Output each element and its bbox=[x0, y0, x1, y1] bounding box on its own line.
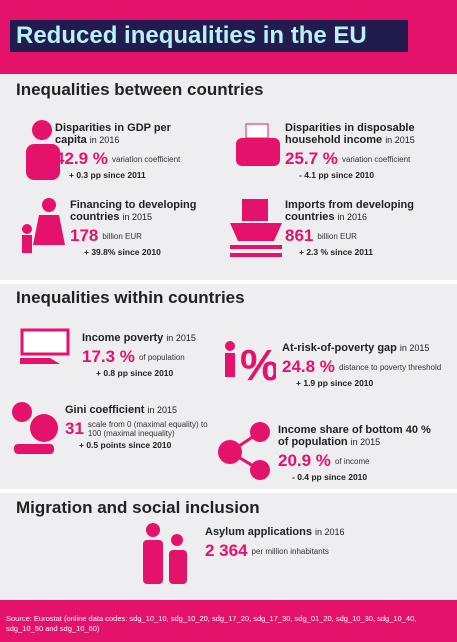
indicator-year: in 2016 bbox=[337, 212, 368, 222]
indicator: Income share of bottom 40 % of populatio… bbox=[278, 424, 443, 482]
indicator-title-line: Income share of bottom 40 % of populatio… bbox=[278, 424, 443, 448]
indicator-value: 178 bbox=[70, 226, 99, 245]
indicator-value: 17.3 % bbox=[82, 347, 135, 366]
icon bbox=[236, 123, 280, 166]
section-title: Inequalities between countries bbox=[16, 80, 264, 99]
value-row: 861 billion EUR bbox=[285, 226, 445, 246]
indicator-change: + 2.3 % since 2011 bbox=[299, 247, 373, 257]
indicator-note: distance to poverty threshold bbox=[338, 362, 442, 372]
indicator-change: + 39.8% since 2010 bbox=[84, 247, 161, 257]
icon bbox=[26, 120, 60, 180]
indicator: Gini coefficient in 2015 31 scale from 0 (m… bbox=[65, 404, 215, 450]
indicator-note: of income bbox=[334, 456, 370, 466]
indicator-year: in 2015 bbox=[122, 212, 153, 222]
indicator-title-line: Asylum applications in 2016 bbox=[205, 526, 375, 538]
indicator-note: billion EUR bbox=[102, 231, 142, 241]
icon bbox=[20, 328, 70, 364]
indicator: Income poverty in 2015 17.3 % of population… bbox=[82, 332, 212, 378]
section-title: Inequalities within countries bbox=[16, 288, 245, 307]
indicator-note: of population bbox=[138, 352, 185, 362]
indicator-title-line: Imports from developing countries in 2016 bbox=[285, 199, 445, 223]
indicator-value: 2 364 bbox=[205, 541, 248, 560]
indicator-value: 861 bbox=[285, 226, 314, 245]
indicator-title: Financing to developing countries bbox=[70, 199, 197, 223]
value-row: 42.9 % variation coefficient bbox=[55, 149, 205, 169]
indicator-year: in 2015 bbox=[350, 437, 381, 447]
indicator-year: in 2015 bbox=[147, 405, 177, 415]
value-row: 25.7 % variation coefficient bbox=[285, 149, 445, 169]
footer-source: Source: Eurostat (online data codes: sdg… bbox=[0, 600, 457, 642]
icon bbox=[218, 422, 270, 480]
icon bbox=[22, 198, 65, 253]
indicator-change: + 0.3 pp since 2011 bbox=[69, 170, 146, 180]
section-title: Migration and social inclusion bbox=[16, 498, 260, 517]
header-title: Reduced inequalities in the EU bbox=[10, 20, 408, 52]
indicator-year: in 2016 bbox=[314, 527, 345, 537]
indicator-title-line: Gini coefficient in 2015 bbox=[65, 404, 215, 416]
indicator-note: billion EUR bbox=[317, 231, 357, 241]
indicator-value: 42.9 % bbox=[55, 149, 108, 168]
indicator-title: Disparities in disposable household inco… bbox=[285, 122, 415, 146]
indicator-value: 24.8 % bbox=[282, 357, 335, 376]
indicator-title: Income poverty bbox=[82, 332, 164, 344]
indicator-change: + 1.9 pp since 2010 bbox=[296, 378, 374, 388]
indicator-change: - 0.4 pp since 2010 bbox=[292, 472, 368, 482]
value-row: 20.9 % of income bbox=[278, 451, 443, 471]
indicator-title: Income share of bottom 40 % of populatio… bbox=[278, 424, 431, 448]
indicator-title-line: Income poverty in 2015 bbox=[82, 332, 212, 344]
indicator-title-line: At-risk-of-poverty gap in 2015 bbox=[282, 342, 442, 354]
icon bbox=[12, 402, 58, 454]
indicator: Asylum applications in 2016 2 364 per milli… bbox=[205, 526, 375, 561]
indicator: Disparities in GDP per capita in 2016 42.9… bbox=[55, 122, 205, 180]
icon bbox=[230, 199, 282, 257]
value-row: 24.8 % distance to poverty threshold bbox=[282, 357, 442, 377]
indicator-note: variation coefficient bbox=[111, 154, 181, 164]
value-row: 31 scale from 0 (maximal equality) to 100… bbox=[65, 419, 215, 439]
indicator-title: Gini coefficient bbox=[65, 404, 145, 416]
indicator-note: scale from 0 (maximal equality) to 100 (… bbox=[87, 420, 208, 438]
indicator-title: Imports from developing countries bbox=[285, 199, 414, 223]
value-row: 2 364 per million inhabitants bbox=[205, 541, 375, 561]
indicator-note: per million inhabitants bbox=[251, 546, 329, 556]
value-row: 17.3 % of population bbox=[82, 347, 212, 367]
indicator-year: in 2015 bbox=[399, 343, 430, 353]
indicator-change: + 0.5 points since 2010 bbox=[79, 440, 172, 450]
icon: % bbox=[225, 341, 276, 390]
indicator-year: in 2015 bbox=[166, 333, 196, 343]
indicator: Disparities in disposable household inco… bbox=[285, 122, 445, 180]
indicator: Imports from developing countries in 2016… bbox=[285, 199, 445, 257]
svg-text:%: % bbox=[240, 341, 276, 390]
indicator-note: variation coefficient bbox=[341, 154, 411, 164]
indicator-title-line: Disparities in GDP per capita in 2016 bbox=[55, 122, 205, 146]
indicator-change: - 4.1 pp since 2010 bbox=[299, 170, 375, 180]
indicator-value: 25.7 % bbox=[285, 149, 338, 168]
indicator-value: 20.9 % bbox=[278, 451, 331, 470]
indicator-title: At-risk-of-poverty gap bbox=[282, 342, 397, 354]
indicator-year: in 2015 bbox=[385, 135, 415, 145]
separator bbox=[0, 280, 457, 284]
indicator-change: + 0.8 pp since 2010 bbox=[96, 368, 174, 378]
indicator-title: Disparities in GDP per capita bbox=[55, 122, 171, 146]
indicator: At-risk-of-poverty gap in 2015 24.8 % dista… bbox=[282, 342, 442, 388]
indicator-title-line: Financing to developing countries in 2015 bbox=[70, 199, 220, 223]
indicator: Financing to developing countries in 2015… bbox=[70, 199, 220, 257]
separator bbox=[0, 489, 457, 493]
icon bbox=[143, 523, 187, 584]
indicator-year: in 2016 bbox=[89, 135, 120, 145]
indicator-value: 31 bbox=[65, 419, 84, 438]
indicator-title: Asylum applications bbox=[205, 526, 312, 538]
indicator-title-line: Disparities in disposable household inco… bbox=[285, 122, 445, 146]
value-row: 178 billion EUR bbox=[70, 226, 220, 246]
